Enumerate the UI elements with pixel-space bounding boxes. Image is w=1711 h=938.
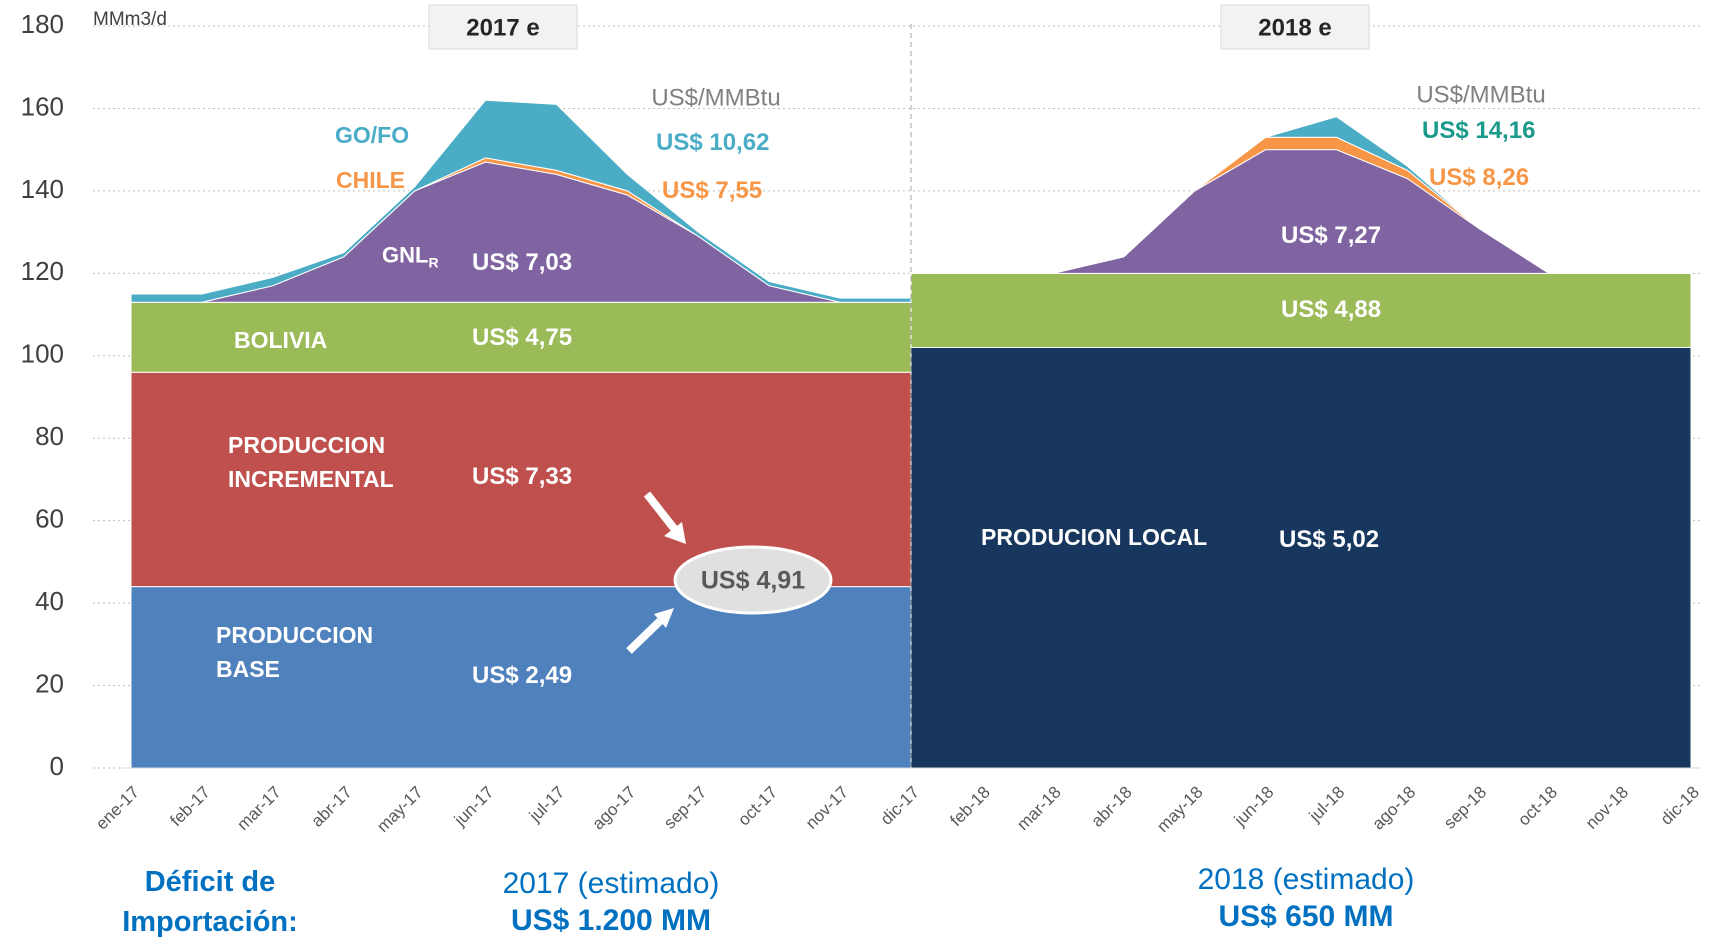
price-label: US$ 10,62 (656, 129, 770, 156)
x-tick-label: sep-17 (660, 783, 710, 833)
y-tick-label: 160 (21, 91, 64, 121)
price-label: US$ 14,16 (1422, 117, 1536, 144)
unit-label: US$/MMBtu (651, 84, 780, 111)
panel-title-box (428, 4, 578, 50)
price-label: US$ 7,55 (662, 177, 763, 204)
callout-ellipse (673, 545, 833, 615)
y-tick-label: 100 (21, 339, 64, 369)
callout-label: US$ 4,91 (701, 567, 805, 595)
price-label: US$ 7,03 (472, 249, 573, 276)
series-label: PRODUCCION INCREMENTAL (228, 432, 394, 492)
area (911, 116, 1691, 274)
series-label-subscript: R (428, 254, 439, 271)
footer-value: US$ 650 MM (1218, 900, 1394, 933)
series-label: GNLR (382, 242, 439, 271)
arrow-head (664, 522, 686, 544)
x-tick-label: jul-18 (1305, 783, 1349, 827)
price-label: US$ 4,88 (1281, 296, 1382, 323)
panel-title: 2018 e (1258, 14, 1331, 41)
arrow (643, 491, 680, 534)
unit-label: US$/MMBtu (1416, 81, 1545, 108)
y-tick-label: 180 (21, 9, 64, 39)
x-tick-label: nov-17 (802, 783, 852, 833)
price-label: US$ 7,33 (472, 463, 573, 490)
y-tick-label: 80 (35, 421, 64, 451)
x-tick-label: feb-17 (166, 783, 214, 831)
x-tick-label: may-17 (373, 783, 427, 837)
y-tick-label: 40 (35, 586, 64, 616)
x-tick-label: mar-18 (1013, 783, 1065, 835)
x-tick-label: mar-17 (233, 783, 285, 835)
area (911, 149, 1691, 274)
panel-title-box (1220, 4, 1370, 50)
x-tick-label: dic-18 (1657, 783, 1703, 829)
area (910, 347, 1692, 769)
x-tick-label: oct-17 (734, 783, 781, 830)
x-tick-label: ago-17 (588, 783, 639, 834)
area (131, 161, 911, 303)
y-axis-label: MMm3/d (93, 9, 167, 30)
price-label: US$ 7,27 (1281, 222, 1382, 249)
x-tick-label: abr-17 (308, 783, 356, 831)
price-label: US$ 5,02 (1279, 526, 1380, 553)
x-tick-label: may-18 (1153, 783, 1207, 837)
price-label: US$ 2,49 (472, 662, 573, 689)
x-tick-label: jun-17 (450, 783, 498, 831)
y-tick-label: 0 (50, 751, 64, 781)
x-tick-label: jul-17 (525, 783, 569, 827)
arrow-head (654, 608, 674, 628)
x-tick-label: sep-18 (1440, 783, 1490, 833)
x-tick-label: dic-17 (877, 783, 923, 829)
series-label: BOLIVIA (234, 327, 328, 353)
series-label: PRODUCCION BASE (216, 622, 374, 682)
series-label: GO/FO (335, 122, 410, 148)
panel-title: 2017 e (466, 14, 539, 41)
y-tick-label: 60 (35, 504, 64, 534)
price-label: US$ 4,75 (472, 324, 573, 351)
price-label: US$ 8,26 (1429, 164, 1530, 191)
arrow (626, 618, 663, 654)
footer-period: 2017 (estimado) (502, 867, 720, 900)
x-tick-label: feb-18 (946, 783, 994, 831)
x-tick-label: nov-18 (1582, 783, 1632, 833)
x-tick-label: ago-18 (1368, 783, 1419, 834)
footer-value: US$ 1.200 MM (510, 904, 712, 937)
x-tick-label: jun-18 (1230, 783, 1278, 831)
x-tick-label: abr-18 (1088, 783, 1136, 831)
footer-period: 2018 (estimado) (1197, 863, 1415, 896)
x-tick-label: oct-18 (1514, 783, 1561, 830)
footer-title: Déficit de Importación: (122, 866, 298, 938)
y-tick-label: 20 (35, 668, 64, 698)
y-tick-label: 120 (21, 256, 64, 286)
y-tick-label: 140 (21, 174, 64, 204)
series-label: PRODUCION LOCAL (981, 524, 1208, 550)
series-label: CHILE (336, 167, 405, 193)
x-tick-label: ene-17 (92, 783, 143, 834)
